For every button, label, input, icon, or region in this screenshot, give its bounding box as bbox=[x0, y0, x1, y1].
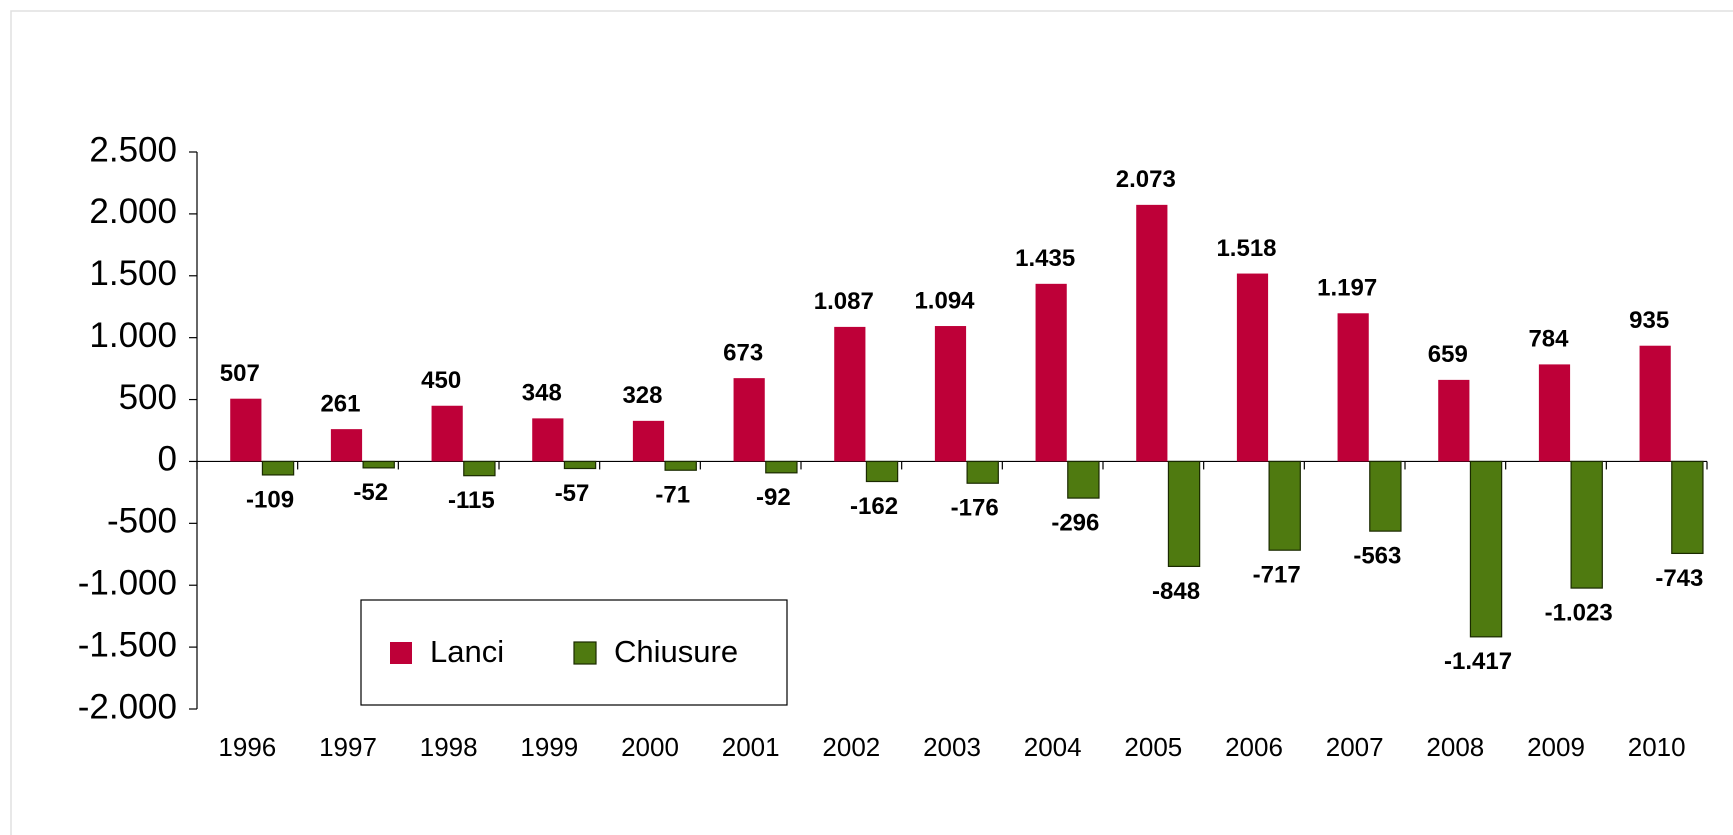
x-tick-label: 2009 bbox=[1527, 732, 1585, 762]
value-label: -176 bbox=[951, 495, 999, 522]
bar bbox=[330, 429, 363, 462]
x-tick-label: 2008 bbox=[1426, 732, 1484, 762]
value-label: 328 bbox=[622, 382, 662, 409]
value-label: 507 bbox=[220, 360, 260, 387]
y-tick-label: -2.000 bbox=[78, 687, 177, 726]
value-label: -848 bbox=[1152, 578, 1200, 605]
bar bbox=[865, 460, 899, 483]
x-tick-label: 2003 bbox=[923, 732, 981, 762]
value-label: -743 bbox=[1655, 565, 1703, 592]
x-tick-label: 2002 bbox=[822, 732, 880, 762]
x-tick-label: 2005 bbox=[1124, 732, 1182, 762]
value-label: 935 bbox=[1629, 307, 1669, 334]
value-label: -71 bbox=[655, 482, 690, 509]
bar bbox=[563, 460, 597, 470]
y-tick-label: 500 bbox=[119, 378, 177, 417]
value-label: -1.023 bbox=[1545, 599, 1613, 626]
value-label: -563 bbox=[1353, 542, 1401, 569]
value-label: 261 bbox=[320, 390, 360, 417]
value-label: -717 bbox=[1253, 562, 1301, 589]
bar bbox=[1369, 460, 1402, 532]
legend-label: Lanci bbox=[430, 634, 504, 669]
bar bbox=[733, 378, 765, 462]
y-tick-label: 1.500 bbox=[89, 254, 177, 293]
value-label: -57 bbox=[555, 480, 590, 507]
value-label: 348 bbox=[522, 380, 562, 407]
bar bbox=[966, 460, 999, 484]
bar bbox=[1067, 460, 1100, 499]
x-tick-label: 1998 bbox=[420, 732, 478, 762]
y-tick-label: 2.500 bbox=[89, 130, 177, 169]
y-tick-label: 2.000 bbox=[89, 192, 177, 231]
y-tick-label: 0 bbox=[158, 440, 177, 479]
bar bbox=[834, 326, 866, 462]
bar bbox=[463, 460, 496, 477]
bar bbox=[1469, 460, 1503, 638]
x-tick-label: 1999 bbox=[520, 732, 578, 762]
legend-label: Chiusure bbox=[614, 634, 738, 669]
x-tick-label: 2010 bbox=[1628, 732, 1686, 762]
value-label: 1.087 bbox=[814, 288, 874, 315]
value-label: -92 bbox=[756, 484, 791, 511]
bar bbox=[1438, 379, 1470, 462]
bar bbox=[431, 405, 463, 462]
bar bbox=[765, 460, 798, 474]
bar bbox=[1268, 460, 1301, 551]
bar bbox=[664, 460, 697, 471]
frame bbox=[10, 10, 1733, 835]
value-label: -162 bbox=[850, 493, 898, 520]
bar bbox=[1671, 460, 1704, 555]
bar bbox=[1236, 273, 1269, 462]
value-label: 659 bbox=[1428, 341, 1468, 368]
bar bbox=[362, 460, 395, 469]
bar bbox=[261, 460, 295, 476]
bar bbox=[934, 326, 967, 462]
bar bbox=[1639, 345, 1671, 462]
bar bbox=[1035, 283, 1067, 462]
bar bbox=[1337, 313, 1369, 462]
value-label: 2.073 bbox=[1116, 166, 1176, 193]
value-label: 784 bbox=[1528, 326, 1569, 353]
legend-swatch bbox=[573, 641, 597, 665]
value-label: -1.417 bbox=[1444, 648, 1512, 675]
y-tick-label: -1.500 bbox=[78, 625, 177, 664]
x-tick-label: 2004 bbox=[1024, 732, 1082, 762]
y-tick-label: -500 bbox=[107, 502, 177, 541]
bar bbox=[1136, 204, 1168, 462]
x-tick-label: 2001 bbox=[722, 732, 780, 762]
value-label: -296 bbox=[1051, 509, 1099, 536]
value-label: -115 bbox=[448, 487, 495, 514]
value-label: 450 bbox=[421, 367, 461, 394]
value-label: -109 bbox=[246, 486, 294, 513]
bar bbox=[1538, 364, 1571, 462]
x-tick-label: 2006 bbox=[1225, 732, 1283, 762]
y-tick-label: 1.000 bbox=[89, 316, 177, 355]
y-tick-label: -1.000 bbox=[78, 563, 177, 602]
bar bbox=[1570, 460, 1603, 589]
bar bbox=[632, 420, 665, 462]
value-label: -52 bbox=[353, 479, 388, 506]
x-tick-label: 1996 bbox=[218, 732, 276, 762]
bar bbox=[230, 398, 262, 462]
value-label: 1.518 bbox=[1216, 235, 1276, 262]
value-label: 673 bbox=[723, 339, 763, 366]
x-tick-label: 1997 bbox=[319, 732, 377, 762]
value-label: 1.197 bbox=[1317, 275, 1377, 302]
bar bbox=[1167, 460, 1201, 568]
legend-swatch bbox=[390, 642, 412, 664]
bar bbox=[532, 418, 564, 462]
x-tick-label: 2000 bbox=[621, 732, 679, 762]
value-label: 1.435 bbox=[1015, 245, 1075, 272]
x-tick-label: 2007 bbox=[1326, 732, 1384, 762]
value-label: 1.094 bbox=[914, 287, 975, 314]
